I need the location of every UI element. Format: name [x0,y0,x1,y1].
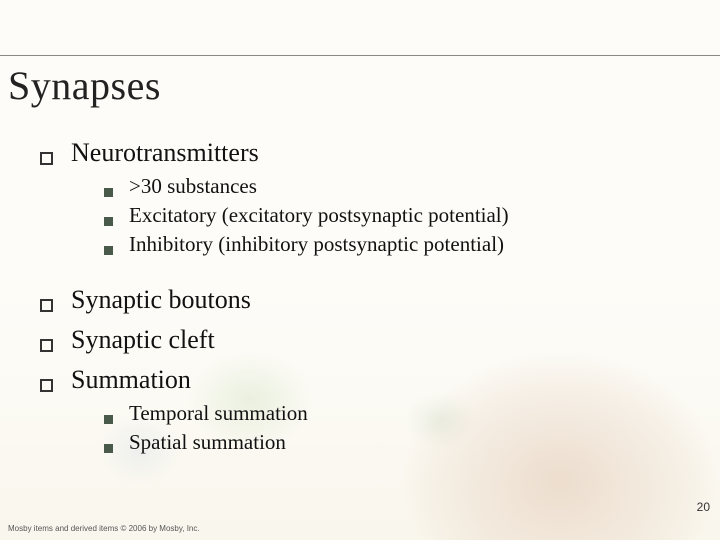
bullet-text: Spatial summation [129,430,286,455]
filled-square-icon [104,444,113,453]
hollow-square-icon [40,339,53,352]
slide: Synapses Neurotransmitters >30 substance… [0,0,720,540]
title-underline [0,55,720,56]
page-number: 20 [697,500,710,514]
bullet-text: Summation [71,365,191,395]
bullet-l2: Temporal summation [104,401,680,426]
filled-square-icon [104,246,113,255]
bullet-l1: Synaptic cleft [40,325,680,355]
bullet-l2: Spatial summation [104,430,680,455]
bullet-l2: >30 substances [104,174,680,199]
slide-title: Synapses [8,62,161,109]
hollow-square-icon [40,379,53,392]
bullet-text: Synaptic cleft [71,325,215,355]
filled-square-icon [104,217,113,226]
bullet-l1: Synaptic boutons [40,285,680,315]
bullet-text: Synaptic boutons [71,285,251,315]
filled-square-icon [104,188,113,197]
hollow-square-icon [40,152,53,165]
bullet-l1: Neurotransmitters [40,138,680,168]
bullet-l2: Inhibitory (inhibitory postsynaptic pote… [104,232,680,257]
bullet-l1: Summation [40,365,680,395]
spacer [40,261,680,275]
copyright-text: Mosby items and derived items © 2006 by … [8,524,200,533]
bullet-text: Temporal summation [129,401,308,426]
bullet-text: >30 substances [129,174,257,199]
hollow-square-icon [40,299,53,312]
bullet-text: Excitatory (excitatory postsynaptic pote… [129,203,509,228]
bullet-text: Neurotransmitters [71,138,259,168]
slide-body: Neurotransmitters >30 substances Excitat… [40,128,680,459]
bullet-l2: Excitatory (excitatory postsynaptic pote… [104,203,680,228]
bullet-text: Inhibitory (inhibitory postsynaptic pote… [129,232,504,257]
filled-square-icon [104,415,113,424]
